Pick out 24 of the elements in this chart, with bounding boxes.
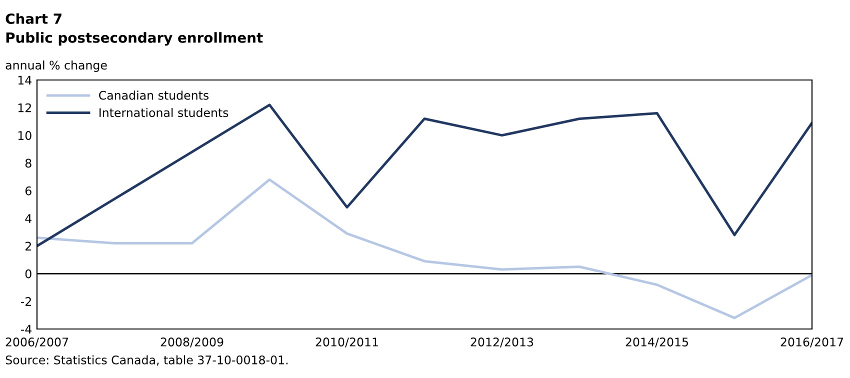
x-tick-label: 2012/2013 [470,338,534,348]
legend-label: International students [100,108,228,118]
x-tick-label: 2014/2015 [626,338,688,348]
chart-title: Chart 7 [6,13,62,24]
y-tick-label: 10 [18,131,32,140]
y-tick-label: -2 [20,297,31,306]
y-axis-title: annual % change [6,60,107,72]
x-tick-label: 2008/2009 [160,338,224,348]
source-note: Source: Statistics Canada, table 37-10-0018-01. [6,355,288,366]
line-series [37,104,812,248]
y-tick-label: 2 [25,242,31,250]
y-tick-label: 6 [25,186,32,196]
y-tick-label: 8 [25,158,32,168]
chart-subtitle: Public postsecondary enrollment [6,32,263,46]
x-tick-label: 2006/2007 [6,338,68,348]
x-tick-label: 2010/2011 [316,338,378,348]
y-tick-label: 12 [18,103,31,112]
x-tick-label: 2016/2017 [780,338,844,348]
line-series [37,178,812,320]
y-tick-label: 0 [25,269,32,278]
y-tick-label: 4 [25,214,32,223]
y-tick-label: 14 [18,76,32,84]
legend-label: Canadian students [99,90,209,100]
y-tick-label: -4 [20,324,32,334]
